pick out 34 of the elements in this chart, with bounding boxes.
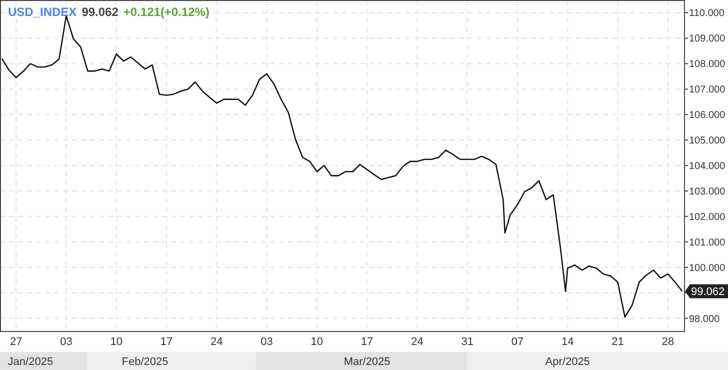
- y-tick-label: 108.000: [689, 59, 726, 70]
- x-tick-label: 03: [260, 336, 273, 348]
- x-tick-label: 07: [511, 336, 524, 348]
- x-tick-label: 31: [461, 336, 474, 348]
- x2-tick-label: Mar/2025: [344, 356, 390, 368]
- y-tick-label: 98.000: [689, 314, 720, 325]
- x-tick-label: 24: [411, 336, 424, 348]
- x2-tick-label: Feb/2025: [122, 356, 168, 368]
- text: 99.062: [82, 5, 119, 19]
- y-tick-label: 104.000: [689, 161, 726, 172]
- y-tick-label: 100.000: [689, 262, 726, 274]
- x-tick-label: 03: [60, 336, 72, 348]
- x-tick-label: 17: [360, 336, 374, 348]
- x-tick-label: 10: [110, 336, 123, 348]
- text: USD_INDEX: [8, 5, 77, 19]
- y-tick-label: 102.000: [689, 212, 726, 223]
- y-tick-label: 105.000: [689, 136, 726, 147]
- x-tick-label: 14: [561, 336, 574, 348]
- x-tick-label: 17: [160, 336, 173, 348]
- x-tick-label: 24: [210, 336, 223, 348]
- y-tick-label: 109.000: [689, 34, 726, 45]
- y-tick-label: 106.000: [689, 110, 726, 122]
- annotation: +0.121(+0.12%): [123, 5, 210, 19]
- y-tick-label: 107.000: [689, 84, 726, 96]
- x2-tick-label: Jan/2025: [8, 356, 54, 368]
- x-tick-label: 28: [662, 336, 674, 348]
- x-tick-label: 27: [10, 336, 22, 348]
- y-tick-label: 103.000: [689, 186, 726, 198]
- y-tick-label: 101.000: [689, 237, 726, 248]
- y-tick-label: 110.000: [689, 8, 725, 20]
- x-tick-label: 21: [612, 336, 624, 348]
- annotation: 99.062: [691, 286, 725, 298]
- x2-tick-label: Apr/2025: [545, 356, 590, 368]
- x-tick-label: 10: [310, 336, 324, 348]
